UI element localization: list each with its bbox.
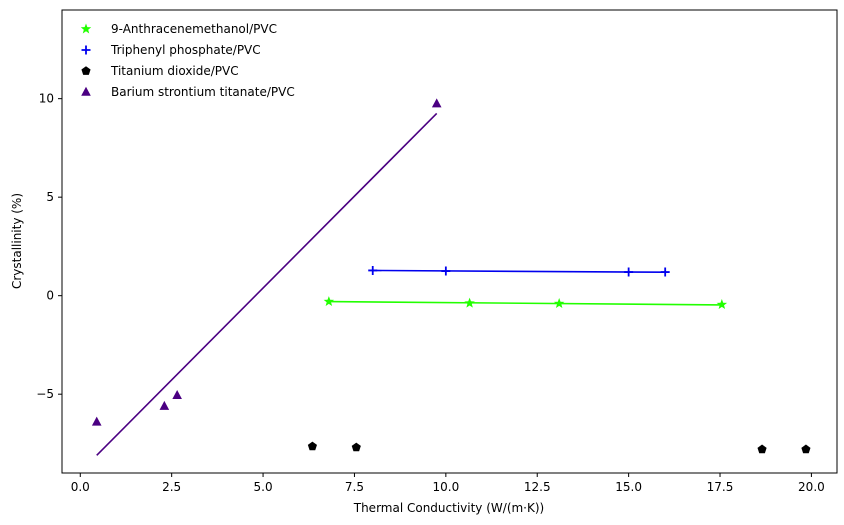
data-point-series-0 xyxy=(323,296,335,307)
data-point-series-3 xyxy=(431,98,442,108)
plot-frame xyxy=(61,9,838,474)
fit-line-series-1 xyxy=(372,269,666,274)
data-point-series-3 xyxy=(91,416,102,426)
data-point-series-1 xyxy=(624,267,634,277)
legend-label-0: 9-Anthracenemethanol/PVC xyxy=(111,22,277,36)
legend: 9-Anthracenemethanol/PVC Triphenyl phosph… xyxy=(80,22,295,99)
data-point-series-2 xyxy=(351,442,361,452)
legend-marker-2 xyxy=(81,66,91,75)
y-axis: −5 0 5 10 xyxy=(36,92,62,401)
legend-label-2: Titanium dioxide/PVC xyxy=(110,64,239,78)
x-tick-label: 2.5 xyxy=(162,480,181,494)
y-tick-label: 5 xyxy=(46,190,54,204)
legend-marker-1 xyxy=(81,45,91,55)
x-axis: 0.0 2.5 5.0 7.5 10.0 12.5 15.0 17.5 20.0 xyxy=(71,473,825,494)
data-point-series-0 xyxy=(464,297,475,308)
x-tick-label: 10.0 xyxy=(432,480,459,494)
x-tick-label: 7.5 xyxy=(345,480,364,494)
fit-line-series-3 xyxy=(96,112,438,456)
data-point-series-3 xyxy=(172,389,182,399)
x-tick-label: 17.5 xyxy=(707,480,734,494)
y-tick-label: 0 xyxy=(46,289,54,303)
x-tick-label: 5.0 xyxy=(254,480,273,494)
data-point-series-1 xyxy=(660,267,670,277)
x-tick-label: 0.0 xyxy=(71,480,90,494)
x-axis-label: Thermal Conductivity (W/(m·K)) xyxy=(353,501,544,515)
y-tick-label: 10 xyxy=(39,92,54,106)
data-point-series-3 xyxy=(159,400,170,410)
x-tick-label: 20.0 xyxy=(798,480,825,494)
data-point-series-1 xyxy=(441,266,451,276)
data-point-series-2 xyxy=(757,444,767,454)
fit-lines xyxy=(96,112,722,456)
data-point-series-0 xyxy=(716,299,728,309)
data-point-series-0 xyxy=(553,298,565,309)
y-tick-label: −5 xyxy=(36,387,54,401)
legend-marker-0 xyxy=(80,23,92,34)
legend-label-3: Barium strontium titanate/PVC xyxy=(111,85,295,99)
data-point-series-2 xyxy=(307,441,317,451)
legend-label-1: Triphenyl phosphate/PVC xyxy=(110,43,261,57)
data-points xyxy=(91,98,811,454)
fit-line-series-0 xyxy=(328,300,722,306)
y-axis-label: Crystallinity (%) xyxy=(10,193,24,289)
legend-marker-3 xyxy=(81,86,91,96)
x-tick-label: 12.5 xyxy=(524,480,551,494)
data-point-series-1 xyxy=(368,265,378,275)
x-tick-label: 15.0 xyxy=(615,480,642,494)
data-point-series-2 xyxy=(801,444,811,454)
